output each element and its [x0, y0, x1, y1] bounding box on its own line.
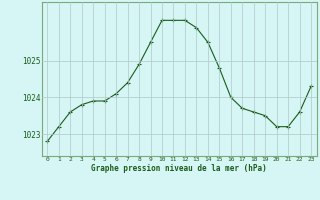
X-axis label: Graphe pression niveau de la mer (hPa): Graphe pression niveau de la mer (hPa) [91, 164, 267, 173]
